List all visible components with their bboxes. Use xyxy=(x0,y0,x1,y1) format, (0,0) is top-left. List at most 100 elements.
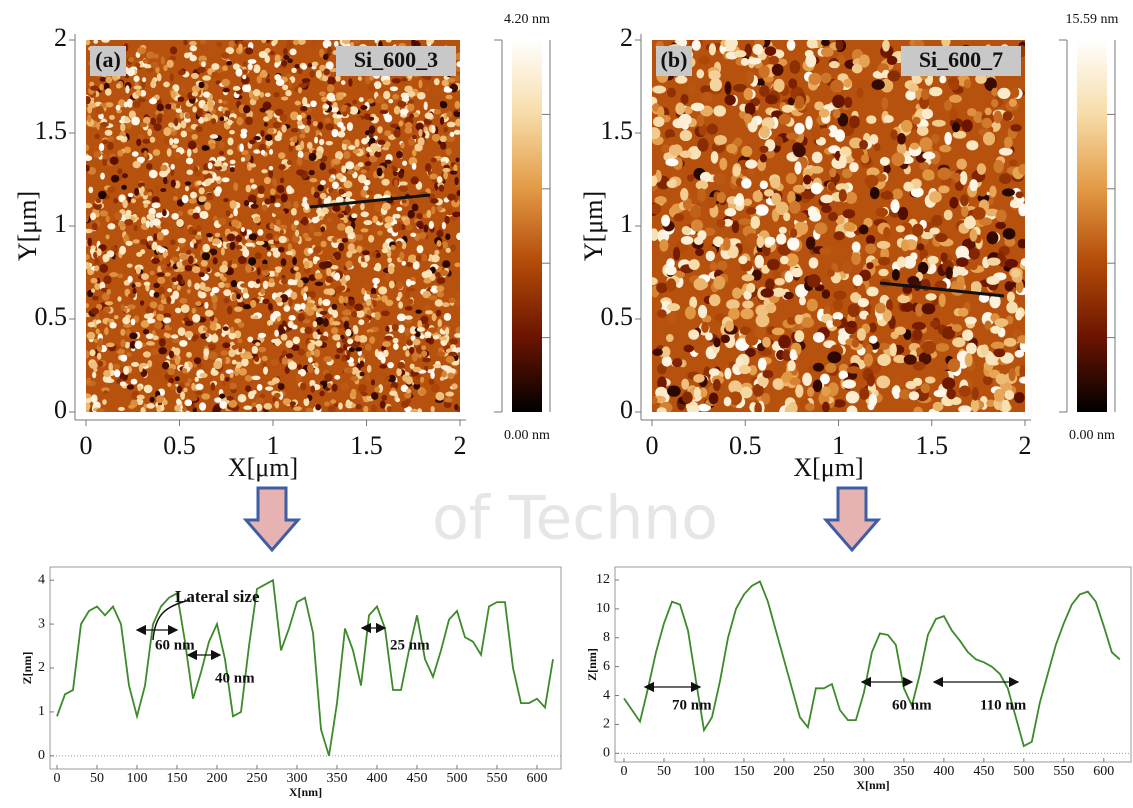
y-axis-label: Z[nm] xyxy=(20,652,34,685)
grain xyxy=(890,199,899,213)
grain xyxy=(347,122,353,131)
grain xyxy=(220,350,227,356)
grain xyxy=(265,386,273,390)
grain xyxy=(865,175,879,188)
grain xyxy=(266,233,273,240)
grain xyxy=(399,252,404,261)
grain xyxy=(204,302,208,309)
grain xyxy=(422,357,431,362)
grain xyxy=(143,191,147,196)
grain xyxy=(348,362,354,366)
grain xyxy=(1002,400,1010,413)
grain xyxy=(179,253,187,261)
grain xyxy=(411,38,416,46)
grain xyxy=(441,365,449,370)
grain xyxy=(321,209,329,213)
grain xyxy=(268,169,273,178)
grain xyxy=(315,282,324,286)
grain xyxy=(209,352,218,360)
grain xyxy=(405,306,413,310)
grain xyxy=(958,405,971,413)
grain xyxy=(297,115,302,121)
grain xyxy=(150,348,159,355)
grain xyxy=(107,250,115,257)
grain xyxy=(364,284,371,291)
grain xyxy=(425,310,433,314)
grain xyxy=(185,112,190,119)
grain xyxy=(96,106,104,115)
grain xyxy=(274,74,281,80)
grain xyxy=(770,176,780,188)
grain xyxy=(437,176,442,183)
grain xyxy=(723,237,731,250)
grain xyxy=(392,78,401,83)
grain xyxy=(375,312,381,320)
grain xyxy=(393,167,398,171)
grain xyxy=(337,214,344,219)
grain xyxy=(248,194,257,202)
grain xyxy=(672,358,683,367)
grain xyxy=(426,36,434,45)
grain xyxy=(344,321,349,329)
grain xyxy=(869,394,877,407)
grain xyxy=(190,45,197,51)
grain xyxy=(345,191,352,197)
grain xyxy=(428,295,437,300)
grain xyxy=(147,213,156,220)
grain xyxy=(665,266,677,276)
grain xyxy=(944,100,952,111)
grain xyxy=(324,402,330,407)
grain xyxy=(917,126,929,136)
grain xyxy=(353,326,358,334)
grain xyxy=(88,103,96,108)
grain xyxy=(732,288,742,299)
grain xyxy=(1014,392,1025,403)
grain xyxy=(96,328,100,334)
grain xyxy=(813,332,825,343)
grain xyxy=(649,228,658,241)
grain xyxy=(230,200,237,209)
grain xyxy=(200,282,206,290)
grain xyxy=(256,241,265,245)
grain xyxy=(887,70,900,81)
grain xyxy=(113,198,118,203)
grain xyxy=(724,397,732,407)
grain xyxy=(84,203,93,208)
grain xyxy=(144,64,152,68)
grain xyxy=(351,311,357,317)
grain xyxy=(114,315,119,319)
grain xyxy=(993,349,1005,358)
grain xyxy=(697,138,708,152)
grain xyxy=(105,301,113,305)
x-tick-label: 150 xyxy=(167,771,188,786)
grain xyxy=(315,340,322,346)
grain xyxy=(83,350,90,359)
grain xyxy=(827,269,835,277)
x-tick-label: 350 xyxy=(327,771,348,786)
grain xyxy=(397,362,405,369)
grain xyxy=(685,306,696,319)
grain xyxy=(446,356,455,363)
grain xyxy=(289,401,295,406)
grain xyxy=(83,254,90,260)
grain xyxy=(455,298,462,307)
grain xyxy=(217,156,226,161)
grain xyxy=(277,316,281,322)
grain xyxy=(355,335,361,342)
grain xyxy=(767,259,780,270)
grain xyxy=(901,239,909,251)
grain xyxy=(964,216,976,229)
grain xyxy=(163,82,170,88)
grain xyxy=(227,306,232,315)
grain xyxy=(807,39,818,49)
grain xyxy=(99,210,108,216)
grain xyxy=(337,223,346,231)
grain xyxy=(697,69,705,78)
grain xyxy=(314,362,319,367)
grain xyxy=(102,139,108,144)
grain xyxy=(91,394,98,403)
grain xyxy=(393,338,399,344)
grain xyxy=(264,122,268,126)
grain xyxy=(687,83,695,96)
grain xyxy=(320,336,328,342)
